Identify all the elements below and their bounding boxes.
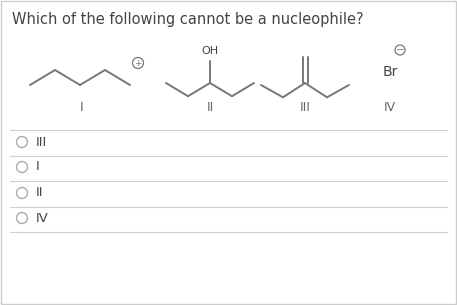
Text: III: III — [36, 135, 47, 149]
Text: III: III — [299, 101, 310, 114]
Text: II: II — [36, 186, 43, 199]
Text: I: I — [36, 160, 40, 174]
Text: −: − — [396, 45, 404, 55]
Text: Which of the following cannot be a nucleophile?: Which of the following cannot be a nucle… — [12, 12, 364, 27]
Text: +: + — [134, 59, 142, 67]
Text: IV: IV — [36, 211, 49, 224]
Text: Br: Br — [383, 65, 398, 79]
Text: IV: IV — [384, 101, 396, 114]
Text: I: I — [80, 101, 84, 114]
Text: II: II — [207, 101, 213, 114]
Text: OH: OH — [202, 46, 218, 56]
